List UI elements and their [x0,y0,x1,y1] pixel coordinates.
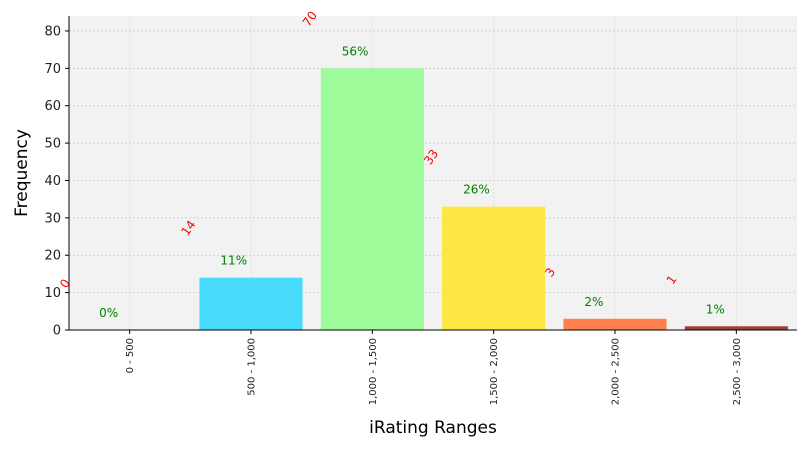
x-tick-label: 2,000 - 2,500 [611,338,622,405]
y-tick-label: 20 [44,249,61,264]
plot-background [69,16,797,330]
percent-label: 1% [706,302,725,316]
percent-label: 2% [584,295,603,309]
x-tick-label: 1,000 - 1,500 [368,338,379,405]
y-tick-label: 60 [44,99,61,114]
x-axis-title: iRating Ranges [369,418,497,438]
bars [199,68,788,330]
y-tick-label: 10 [44,286,61,301]
percent-label: 56% [342,44,369,58]
bar [442,206,546,330]
y-axis-title: Frequency [12,129,32,217]
percent-label: 0% [99,306,118,320]
percent-label: 26% [463,183,490,197]
bar [199,277,303,330]
x-tick-label: 1,500 - 2,000 [489,338,500,405]
y-axis-ticks: 0 10 20 30 40 50 60 70 80 [44,24,69,339]
y-tick-label: 0 [53,324,61,339]
x-tick-label: 2,500 - 3,000 [732,338,743,405]
x-axis-ticks: 0 - 500 500 - 1,000 1,000 - 1,500 1,500 - 2… [125,330,743,405]
percent-label: 11% [220,254,247,268]
bar [563,318,667,330]
y-tick-label: 70 [44,62,61,77]
y-tick-label: 30 [44,211,61,226]
bar [320,68,424,330]
x-tick-label: 500 - 1,000 [247,338,258,396]
bar [684,326,788,330]
x-tick-label: 0 - 500 [125,338,136,373]
y-tick-label: 80 [44,24,61,39]
grid-lines [69,16,797,331]
y-tick-label: 40 [44,174,61,189]
y-tick-label: 50 [44,137,61,152]
